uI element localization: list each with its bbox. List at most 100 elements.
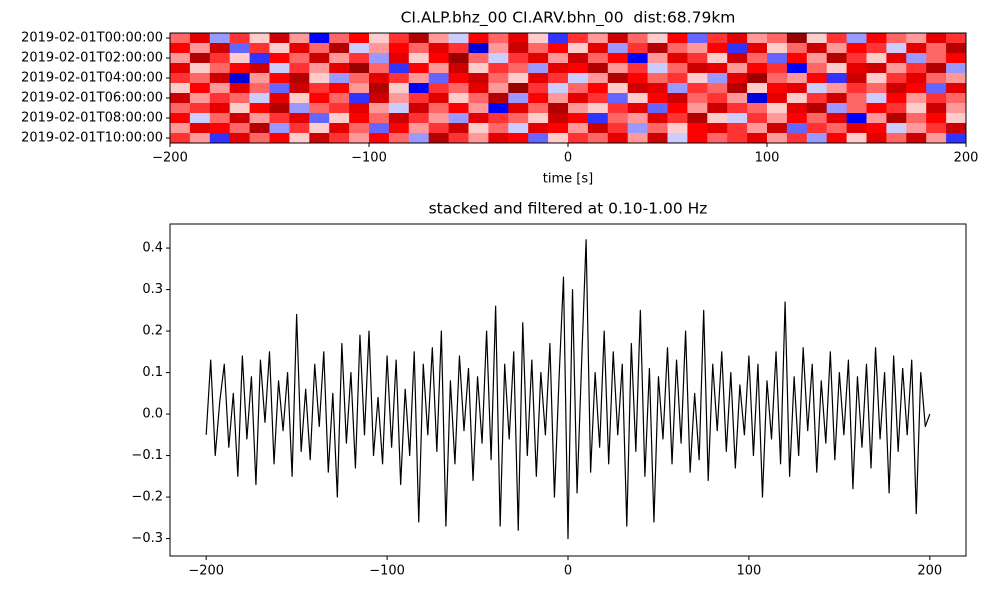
y-tick-label: 0.4 [142, 241, 163, 256]
heatmap-cell [767, 83, 788, 94]
heatmap-cell [369, 103, 390, 114]
heatmap-cell [329, 83, 350, 94]
heatmap-cell [826, 43, 847, 54]
heatmap-cell [249, 73, 270, 84]
heatmap-cell [289, 53, 310, 64]
heatmap-cell [806, 103, 828, 114]
heatmap-cell [448, 103, 469, 114]
heatmap-cell [229, 73, 250, 84]
heatmap-cell [906, 93, 927, 104]
heatmap-cell [687, 43, 708, 54]
heatmap-cell [926, 93, 947, 104]
heatmap-cell [428, 133, 449, 144]
heatmap-cell [428, 63, 449, 74]
heatmap-cell [408, 63, 430, 74]
heatmap-cell [209, 33, 231, 44]
heatmap-cell [926, 43, 947, 54]
chart-title: CI.ALP.bhz_00 CI.ARV.bhn_00 dist:68.79km [401, 9, 736, 28]
heatmap-cell [607, 93, 629, 104]
heatmap-cell [508, 33, 529, 44]
heatmap-cell [269, 73, 290, 84]
heatmap-cell [249, 93, 270, 104]
heatmap-cell [369, 73, 390, 84]
heatmap-cell [329, 53, 350, 64]
heatmap-cell [209, 93, 231, 104]
heatmap-cell [826, 53, 847, 64]
heatmap-cell [508, 73, 529, 84]
heatmap-cell [667, 73, 688, 84]
heatmap-cell [408, 103, 430, 114]
heatmap-cell [448, 133, 469, 144]
heatmap-cell [687, 53, 708, 64]
heatmap-cell [826, 73, 847, 84]
heatmap-cell [468, 123, 489, 134]
heatmap-cell [886, 33, 907, 44]
heatmap-cell [687, 33, 708, 44]
heatmap-cell [846, 53, 867, 64]
heatmap-cell [388, 123, 410, 134]
heatmap-cell [866, 93, 887, 104]
heatmap-cell [170, 103, 191, 114]
heatmap-cell [488, 103, 509, 114]
heatmap-cell [627, 53, 648, 64]
heatmap-cell [408, 113, 430, 124]
heatmap-cell [727, 123, 748, 134]
heatmap-cell [528, 43, 549, 54]
heatmap-cell [229, 53, 250, 64]
heatmap-cell [508, 133, 529, 144]
heatmap-cell [568, 73, 589, 84]
heatmap-cell [627, 83, 648, 94]
heatmap-cell [767, 113, 788, 124]
heatmap-cell [568, 83, 589, 94]
heatmap-cell [548, 133, 569, 144]
heatmap-cell [946, 43, 967, 54]
heatmap-cell [468, 33, 489, 44]
chart-title: stacked and filtered at 0.10-1.00 Hz [429, 200, 708, 218]
heatmap-cell [428, 113, 449, 124]
heatmap-cell [209, 83, 231, 94]
heatmap-cell [369, 33, 390, 44]
heatmap-cell [946, 123, 967, 134]
heatmap-cell [349, 93, 370, 104]
heatmap-cell [886, 63, 907, 74]
heatmap-cell [249, 83, 270, 94]
heatmap-cell [548, 43, 569, 54]
heatmap-cell [289, 103, 310, 114]
y-tick-label: 2019-02-01T02:00:00 [21, 51, 163, 66]
heatmap-cell [448, 53, 469, 64]
heatmap-cell [886, 103, 907, 114]
heatmap-cell [229, 133, 250, 144]
heatmap-cell [488, 43, 509, 54]
heatmap-cell [647, 133, 668, 144]
heatmap-cell [667, 103, 688, 114]
heatmap-cell [209, 113, 231, 124]
heatmap-cell [647, 123, 668, 134]
heatmap-cell [886, 73, 907, 84]
heatmap-cell [269, 93, 290, 104]
heatmap-cell [866, 63, 887, 74]
heatmap-cell [568, 63, 589, 74]
heatmap-cell [349, 73, 370, 84]
heatmap-cell [170, 33, 191, 44]
heatmap-cell [548, 63, 569, 74]
heatmap-cell [826, 133, 847, 144]
heatmap-cell [687, 63, 708, 74]
heatmap-cell [707, 43, 728, 54]
heatmap-cell [568, 103, 589, 114]
heatmap-cell [488, 123, 509, 134]
heatmap-cell [707, 133, 728, 144]
heatmap-cell [309, 83, 330, 94]
heatmap-cell [727, 103, 748, 114]
heatmap-cell [826, 93, 847, 104]
heatmap-cell [528, 33, 549, 44]
heatmap-cell [627, 133, 648, 144]
heatmap-cell [627, 113, 648, 124]
heatmap-cell [767, 43, 788, 54]
heatmap-cell [349, 123, 370, 134]
heatmap-cell [349, 53, 370, 64]
y-tick-label: 0.3 [142, 282, 163, 297]
heatmap-cell [528, 113, 549, 124]
heatmap-cell [786, 103, 808, 114]
heatmap-cell [189, 63, 211, 74]
heatmap-cell [687, 73, 708, 84]
